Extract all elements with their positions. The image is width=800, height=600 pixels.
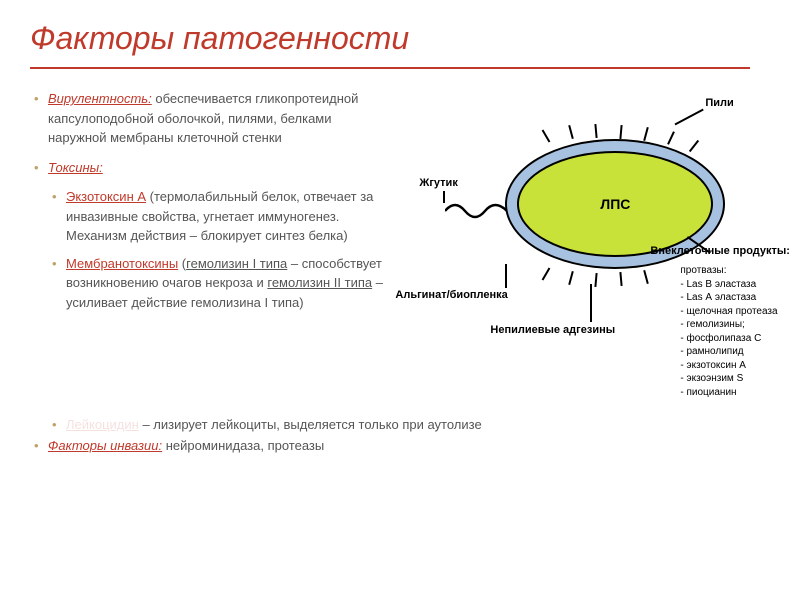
pilus	[668, 131, 676, 145]
exotoxin-term: Экзотоксин А	[66, 189, 146, 204]
product-item: протвазы:	[680, 264, 777, 278]
invasion-item: Факторы инвазии: нейроминидаза, протеазы	[30, 438, 770, 453]
pilus	[644, 127, 650, 141]
product-item: - фосфолипаза С	[680, 332, 777, 346]
cell-diagram: ЛПС Пили Жгутик Альгинат/биопленка Непил…	[395, 89, 770, 409]
virulence-term: Вирулентность:	[48, 91, 152, 106]
products-title: Внеклеточные продукты:	[650, 244, 790, 259]
nonpili-line	[590, 284, 592, 322]
mem-term: Мембранотоксины	[66, 256, 178, 271]
pilus	[595, 273, 598, 287]
invasion-body: нейроминидаза, протеазы	[162, 438, 324, 453]
invasion-term: Факторы инвазии:	[48, 438, 162, 453]
toxins-item: Токсины:	[30, 158, 385, 178]
hemolysin2: гемолизин II типа	[267, 275, 372, 290]
toxins-label: Токсины:	[48, 160, 103, 175]
flagellum-icon	[445, 199, 507, 223]
alginate-label: Альгинат/биопленка	[395, 289, 507, 301]
pilus	[620, 272, 623, 286]
pilus	[569, 125, 575, 139]
products-list: Внеклеточные продукты: протвазы:- Las В …	[680, 264, 777, 399]
nonpili-label: Непилиевые адгезины	[490, 324, 615, 336]
hemolysin1: гемолизин I типа	[186, 256, 287, 271]
pilus	[620, 125, 623, 139]
pili-line	[675, 109, 704, 125]
product-item: - гемолизины;	[680, 318, 777, 332]
pilus	[542, 267, 551, 280]
product-item: - Las А эластаза	[680, 291, 777, 305]
membranotoxin-item: Мембранотоксины (гемолизин I типа – спос…	[30, 254, 385, 313]
pili-label: Пили	[705, 97, 733, 109]
flagellum-line	[443, 191, 445, 203]
pilus	[569, 271, 575, 285]
product-item: - пиоцианин	[680, 386, 777, 400]
leukocidin-item: Лейкоцидин – лизирует лейкоциты, выделяе…	[30, 417, 770, 432]
title-underline	[30, 67, 750, 69]
leukocidin-term: Лейкоцидин	[66, 417, 139, 432]
product-item: - щелочная протеаза	[680, 305, 777, 319]
pilus	[644, 270, 650, 284]
exotoxin-item: Экзотоксин А (термолабильный белок, отве…	[30, 187, 385, 246]
product-item: - Las В эластаза	[680, 278, 777, 292]
flagellum-label: Жгутик	[419, 177, 457, 189]
virulence-item: Вирулентность: обеспечивается гликопроте…	[30, 89, 385, 148]
pilus	[595, 124, 598, 138]
pilus	[542, 129, 551, 142]
alginate-line	[505, 264, 507, 288]
text-column: Вирулентность: обеспечивается гликопроте…	[30, 89, 385, 409]
mem-b1: (	[178, 256, 186, 271]
product-item: - экзотоксин А	[680, 359, 777, 373]
content-row: Вирулентность: обеспечивается гликопроте…	[30, 89, 770, 409]
product-item: - экзоэнзим S	[680, 372, 777, 386]
pilus	[689, 140, 699, 152]
product-item: - рамнолипид	[680, 345, 777, 359]
page-title: Факторы патогенности	[30, 20, 770, 57]
leukocidin-body: – лизирует лейкоциты, выделяется только …	[139, 417, 482, 432]
cell-inner: ЛПС	[517, 151, 713, 257]
